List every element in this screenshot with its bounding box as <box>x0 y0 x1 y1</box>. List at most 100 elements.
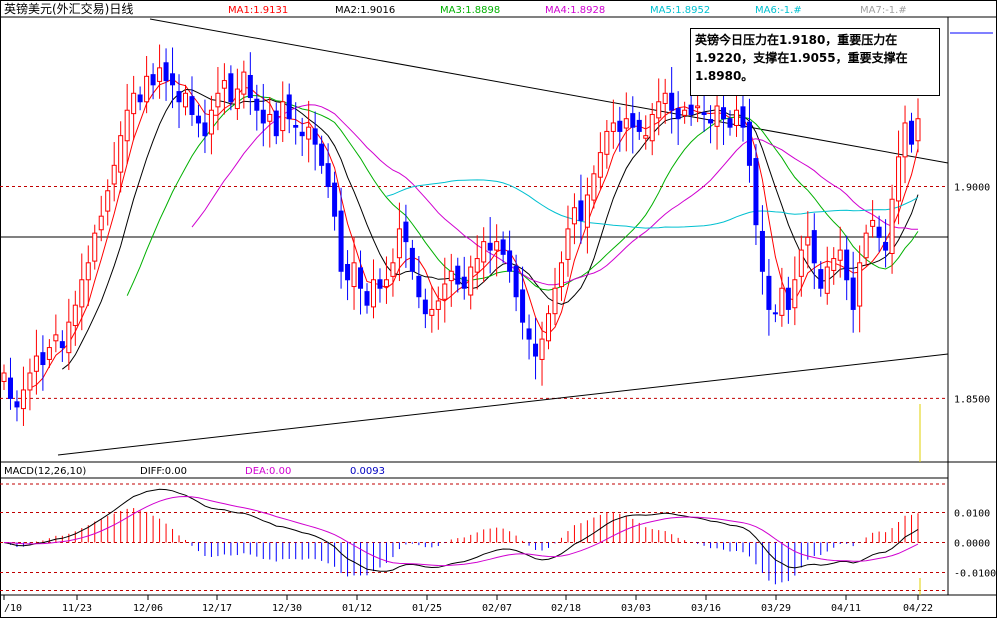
candle-body <box>195 115 201 124</box>
candle-body <box>584 194 590 228</box>
candle-body <box>909 120 915 145</box>
candle-body <box>416 275 422 298</box>
candle-body <box>701 112 707 115</box>
macd-name: MACD(12,26,10) <box>4 466 86 477</box>
candle-body <box>772 312 778 315</box>
ma-legend-item: MA7:-1.# <box>860 5 907 16</box>
candle-body <box>241 71 247 95</box>
date-tick-label: 02/18 <box>551 603 581 614</box>
ma-legend-item: MA5:1.8952 <box>650 5 710 16</box>
candle-body <box>863 232 869 259</box>
candle-body <box>779 287 785 316</box>
candle-body <box>805 236 811 246</box>
ma-legend-item: MA1:1.9131 <box>228 5 288 16</box>
candle-body <box>92 232 98 262</box>
candle-body <box>189 96 195 115</box>
candle-body <box>403 221 409 243</box>
date-tick-label: 01/25 <box>412 603 442 614</box>
candle-body <box>662 92 668 104</box>
ma-legend-item: MA6:-1.# <box>755 5 802 16</box>
candle-body <box>396 228 402 259</box>
candle-body <box>746 121 752 166</box>
candle-body <box>753 158 759 226</box>
candle-body <box>442 283 448 300</box>
candle-body <box>617 120 623 132</box>
candle-body <box>733 109 740 126</box>
candle-body <box>358 267 364 289</box>
candle-body <box>150 74 156 86</box>
date-tick-label: 02/07 <box>482 603 512 614</box>
candle-body <box>727 118 733 128</box>
candle-body <box>630 113 636 128</box>
candle-body <box>546 313 552 342</box>
candle-body <box>79 279 85 308</box>
candle-body <box>604 130 610 155</box>
upper-trendline <box>149 18 949 164</box>
candle-body <box>714 105 720 127</box>
candle-body <box>59 341 65 349</box>
candle-body <box>818 269 824 289</box>
triangle-trendlines <box>57 18 949 456</box>
candle-body <box>228 73 234 103</box>
candle-body <box>124 109 130 142</box>
macd-diff: DIFF:0.00 <box>140 466 187 477</box>
candle-body <box>597 152 603 178</box>
candle-body <box>831 258 837 271</box>
candle-body <box>915 118 921 142</box>
candle-body <box>552 287 558 315</box>
candle-body <box>610 122 616 132</box>
lower-trendline <box>57 353 949 456</box>
ma-legend-item: MA3:1.8898 <box>440 5 500 16</box>
candle-body <box>889 198 895 254</box>
candle-body <box>247 74 253 99</box>
candle-body <box>33 355 39 372</box>
candle-body <box>293 124 299 128</box>
macd-tick-label: 0.0000 <box>954 539 990 550</box>
candle-body <box>643 135 649 139</box>
price-tick-label: 1.9000 <box>954 183 990 194</box>
candle-body <box>695 105 701 109</box>
date-tick-label: 12/06 <box>133 603 163 614</box>
price-axis-labels: 1.9000 1.8500 <box>954 183 990 406</box>
candle-body <box>565 228 571 260</box>
candle-body <box>377 279 383 289</box>
candle-body <box>273 110 279 137</box>
date-tick-label: 03/29 <box>761 603 791 614</box>
candle-body <box>448 270 454 282</box>
candle-body <box>105 190 111 212</box>
date-tick-label: 04/22 <box>903 603 933 614</box>
date-tick-label: 11/23 <box>62 603 92 614</box>
candle-body <box>429 308 435 316</box>
candle-body <box>85 262 91 281</box>
candle-body <box>14 401 20 408</box>
candle-body <box>234 88 240 110</box>
candle-body <box>1 372 7 382</box>
ma-legend-item: MA2:1.9016 <box>335 5 395 16</box>
ma-legend-item: MA4:1.8928 <box>545 5 605 16</box>
candle-body <box>390 262 396 277</box>
candle-body <box>857 262 863 307</box>
price-annotation-box: 英镑今日压力在1.9180，重要压力在1.9220，支撑在1.9055，重要支撑… <box>690 28 940 96</box>
macd-lines <box>3 488 919 572</box>
candle-body <box>513 265 519 298</box>
candle-body <box>591 173 597 201</box>
candle-body <box>740 106 746 128</box>
candle-body <box>669 92 675 111</box>
candle-body <box>202 122 208 137</box>
candle-body <box>409 247 415 272</box>
candle-body <box>157 67 163 82</box>
candle-body <box>260 109 266 124</box>
candle-body <box>507 250 513 272</box>
candle-body <box>494 241 500 251</box>
candle-body <box>896 156 902 202</box>
candle-body <box>7 377 13 399</box>
candle-body <box>792 279 798 309</box>
candle-body <box>571 207 577 225</box>
candle-body <box>461 276 467 289</box>
candle-body <box>267 113 273 122</box>
candle-body <box>40 352 46 366</box>
candle-body <box>312 128 318 145</box>
candle-body <box>870 219 876 227</box>
candle-body <box>883 241 889 251</box>
candle-body <box>837 249 843 261</box>
